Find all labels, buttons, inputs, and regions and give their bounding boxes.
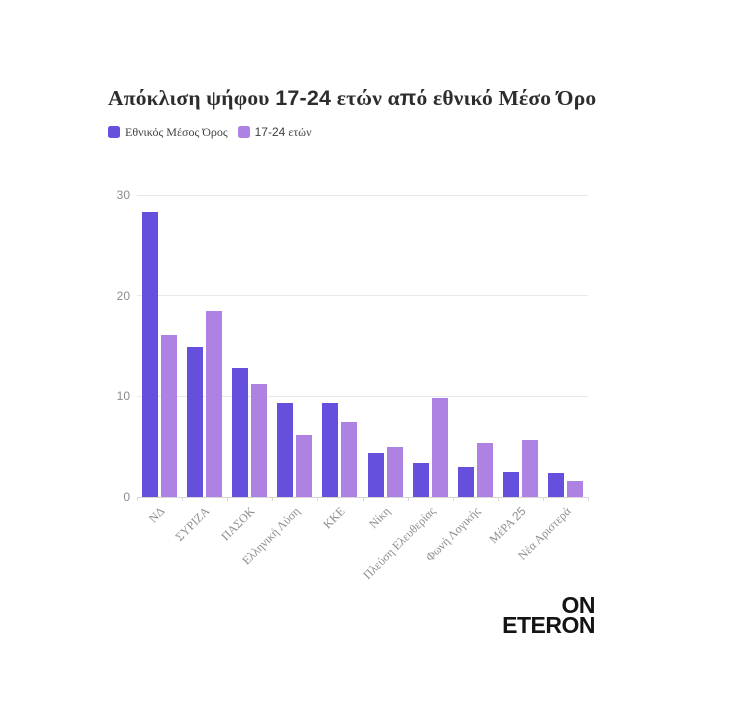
x-axis-label: ΚΚΕ	[321, 504, 349, 532]
legend-color-swatch	[237, 126, 250, 139]
title-segment: Απόκλιση ψήφου	[108, 86, 276, 110]
bar-17-24[interactable]	[341, 421, 358, 497]
x-axis-label: ΝΔ	[146, 504, 168, 526]
x-axis-tick	[317, 497, 319, 501]
bar-17-24[interactable]	[386, 446, 403, 497]
bar-17-24[interactable]	[296, 434, 313, 497]
text-segment: ΣΥΡΙΖΑ	[172, 504, 213, 544]
bar-17-24[interactable]	[476, 442, 493, 497]
bar-group	[137, 195, 182, 497]
x-axis-label: Νίκη	[366, 504, 394, 532]
bar-17-24[interactable]	[566, 480, 583, 497]
y-axis-tick-label: 30	[116, 188, 130, 202]
bar-17-24[interactable]	[431, 398, 448, 497]
logo-line-on: ON	[561, 592, 596, 618]
x-axis-tick	[182, 497, 184, 501]
bar-group	[453, 195, 498, 497]
bar-group	[408, 195, 453, 497]
bar-group	[543, 195, 588, 497]
chart: 0 10 20 30 ΝΔ ΣΥΡΙΖΑ ΠΑΣΟΚ Ελληνική Λύση ΚΚΕ Νίκη…	[108, 188, 608, 595]
x-axis-tick	[227, 497, 229, 501]
bar-group	[362, 195, 407, 497]
bar-17-24[interactable]	[251, 384, 268, 497]
bar-series	[137, 195, 588, 497]
legend-item-17-24: 17-24 ετών	[237, 125, 312, 140]
x-axis-tick	[542, 497, 544, 501]
bar-national-average[interactable]	[547, 472, 564, 497]
x-axis-label: ΜέΡΑ 25	[486, 504, 529, 547]
x-axis-tick	[407, 497, 409, 501]
bar-17-24[interactable]	[521, 439, 538, 497]
legend-label: 17-24 ετών	[255, 125, 312, 140]
bar-17-24[interactable]	[206, 310, 223, 497]
bar-national-average[interactable]	[457, 466, 474, 497]
bar-group	[227, 195, 272, 497]
text-segment: Εθνικός Μέσος Όρος	[125, 124, 228, 139]
bar-national-average[interactable]	[322, 403, 339, 497]
bar-national-average[interactable]	[187, 347, 204, 497]
x-axis-tick	[362, 497, 364, 501]
bar-group	[498, 195, 543, 497]
text-segment: 17-24	[254, 124, 286, 139]
title-segment: ό εθνικό Μέσο Όρο	[416, 86, 597, 110]
bar-national-average[interactable]	[502, 471, 519, 497]
plot-area: 0 10 20 30 ΝΔ ΣΥΡΙΖΑ ΠΑΣΟΚ Ελληνική Λύση ΚΚΕ Νίκη…	[117, 188, 589, 582]
title-segment: 17-24	[275, 86, 332, 110]
x-axis-tick	[137, 497, 138, 501]
bar-group	[182, 195, 227, 497]
gridline	[137, 295, 588, 297]
legend-item-national-average: Εθνικός Μέσος Όρος	[108, 125, 228, 140]
x-axis-label: ΠΑΣΟΚ	[218, 504, 258, 544]
text-segment: ΠΑΣΟΚ	[218, 504, 258, 544]
text-segment: ΝΔ	[145, 504, 168, 526]
bar-national-average[interactable]	[277, 403, 294, 497]
x-axis-tick	[272, 497, 274, 501]
gridline	[137, 395, 588, 397]
text-segment: ΚΚΕ	[320, 504, 348, 532]
text-segment: Νίκη	[365, 504, 393, 532]
bar-national-average[interactable]	[142, 212, 159, 497]
legend: Εθνικός Μέσος Όρος 17-24 ετών	[108, 125, 608, 140]
x-axis-label: ΣΥΡΙΖΑ	[173, 504, 214, 545]
chart-container: Απόκλιση ψήφου 17-24 ετών από εθνικό Μέσ…	[108, 85, 608, 582]
title-segment: ετών α	[331, 86, 400, 110]
bar-national-average[interactable]	[412, 462, 429, 497]
legend-color-swatch	[108, 126, 120, 139]
x-axis-tick	[588, 497, 589, 501]
logo-line-eteron: ETERON	[502, 611, 595, 638]
chart-title: Απόκλιση ψήφου 17-24 ετών από εθνικό Μέσ…	[108, 85, 608, 113]
x-axis-tick	[497, 497, 499, 501]
y-axis-tick-label: 20	[116, 288, 130, 303]
gridline	[137, 194, 588, 196]
bar-national-average[interactable]	[232, 368, 249, 497]
legend-label: Εθνικός Μέσος Όρος	[125, 125, 228, 140]
bar-group	[272, 195, 317, 497]
y-axis-tick-label: 0	[123, 490, 130, 504]
bar-group	[317, 195, 362, 497]
eteron-logo: ON ETERON	[502, 592, 596, 638]
title-segment: π	[399, 86, 417, 110]
bar-national-average[interactable]	[367, 452, 384, 497]
bar-17-24[interactable]	[161, 334, 178, 497]
text-segment: ετών	[285, 124, 312, 139]
y-axis-tick-label: 10	[116, 389, 130, 404]
x-axis-tick	[452, 497, 454, 501]
